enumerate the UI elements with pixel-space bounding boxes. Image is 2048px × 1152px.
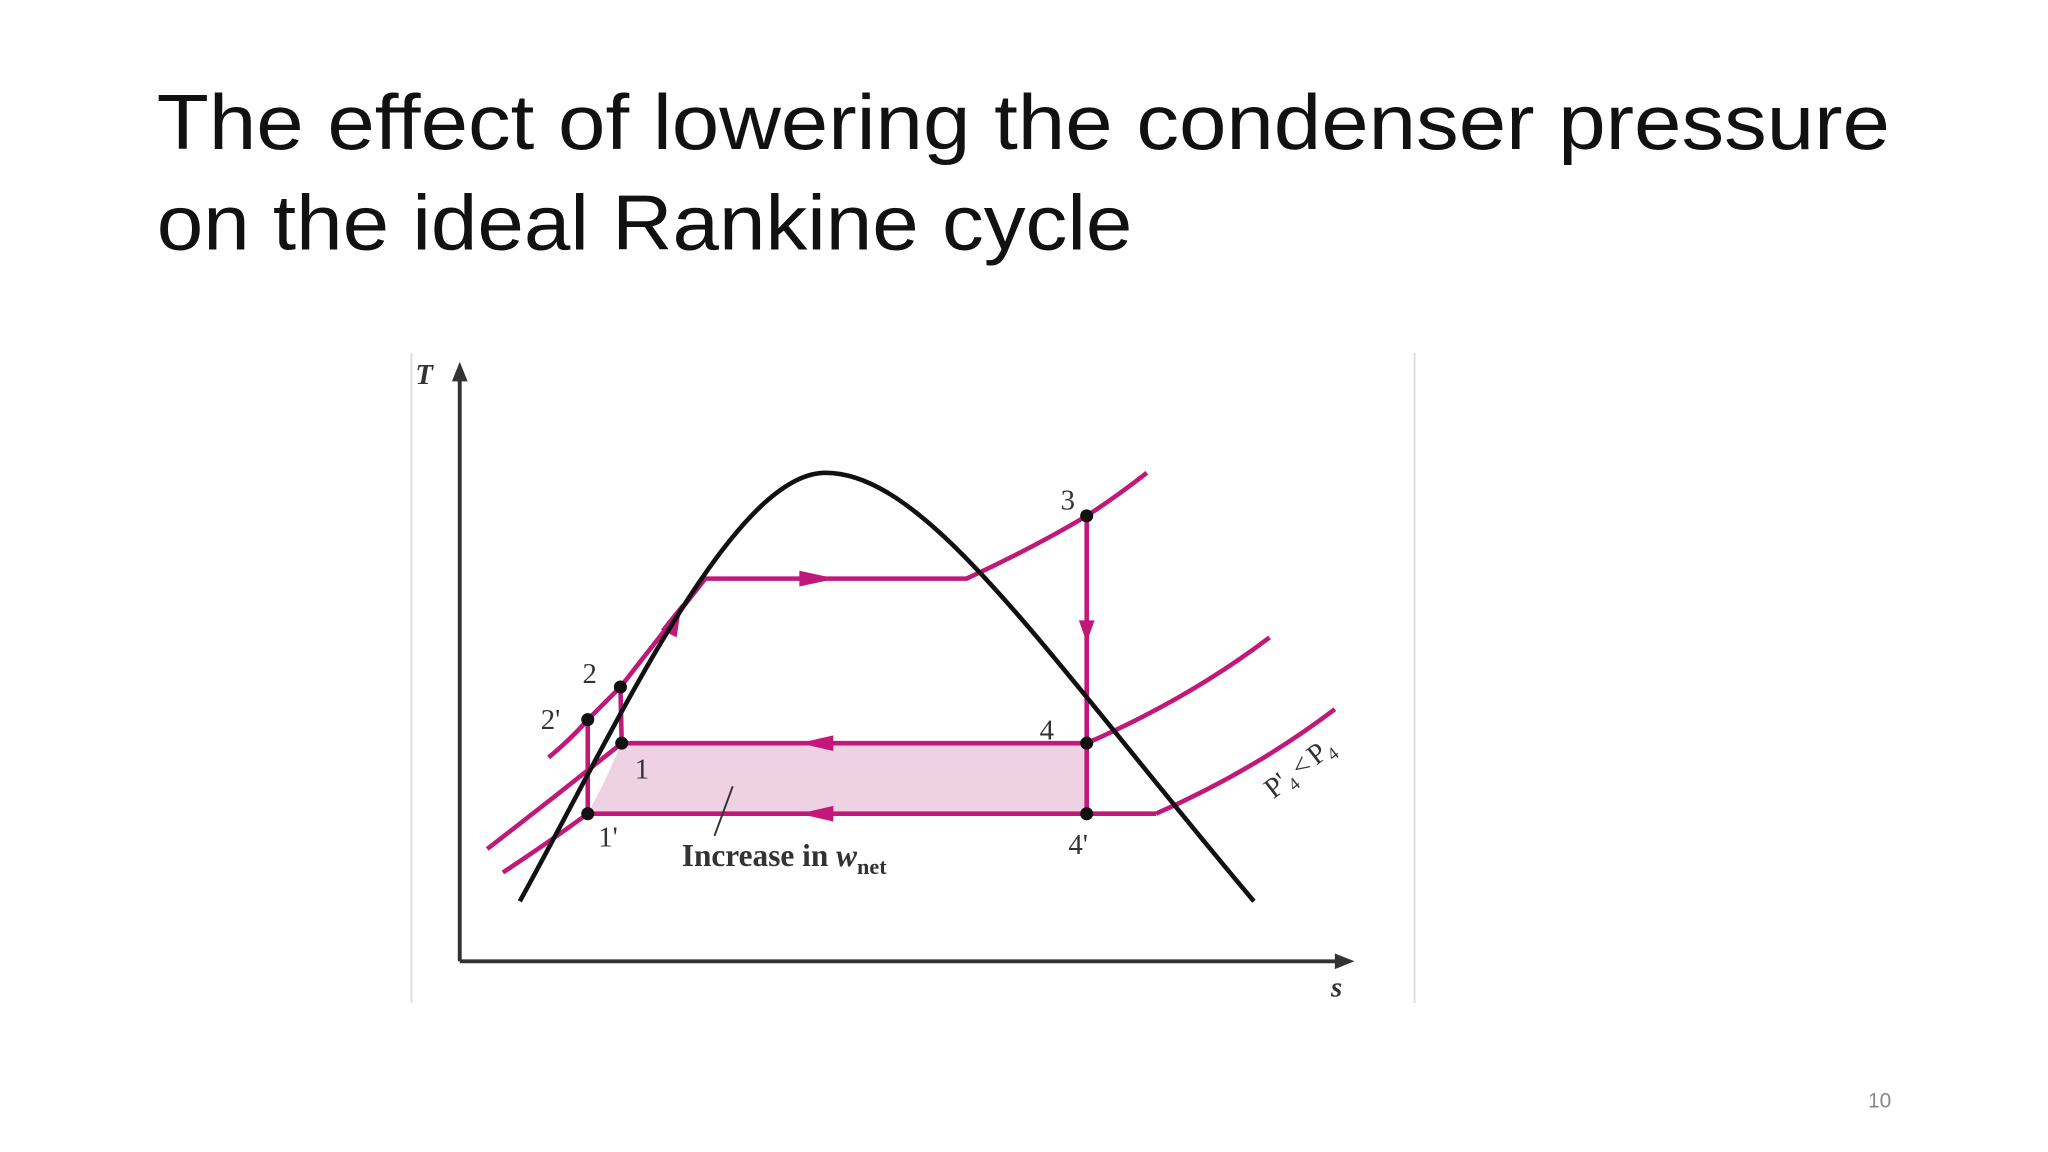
state-point bbox=[1080, 736, 1094, 750]
arrow bbox=[799, 735, 834, 752]
title-line: on the ideal Rankine cycle bbox=[157, 178, 1133, 266]
pressure-line bbox=[1154, 707, 1337, 816]
point-label: 1' bbox=[598, 821, 618, 853]
area-label: Increase in wnet bbox=[682, 838, 887, 879]
state-point bbox=[581, 713, 595, 727]
area-label-symbol: w bbox=[836, 838, 857, 873]
arrow bbox=[660, 603, 682, 638]
state-point bbox=[615, 736, 629, 750]
point-label: 3 bbox=[1061, 484, 1075, 516]
state-point bbox=[613, 680, 627, 694]
axis-label: s bbox=[1330, 972, 1342, 1004]
shaded-area bbox=[587, 743, 1087, 814]
point-label: 2' bbox=[541, 704, 561, 736]
state-point bbox=[1080, 807, 1094, 821]
point-label: 4' bbox=[1068, 829, 1088, 861]
axis-arrow bbox=[1334, 953, 1355, 970]
area-label-subscript: net bbox=[857, 854, 887, 879]
area-label-text: Increase in bbox=[682, 838, 828, 873]
leader-line bbox=[713, 785, 734, 837]
arrow bbox=[1078, 620, 1095, 643]
arrow bbox=[799, 570, 836, 587]
title-line: The effect of lowering the condenser pre… bbox=[157, 78, 1890, 166]
axis-arrow bbox=[451, 361, 468, 382]
saturation-dome bbox=[517, 470, 1256, 903]
point-label: 2 bbox=[583, 658, 597, 690]
pressure-line bbox=[485, 741, 624, 851]
arrow bbox=[799, 805, 834, 822]
state-point bbox=[1080, 509, 1094, 523]
axis-label: T bbox=[415, 359, 434, 391]
page-number: 10 bbox=[1868, 1090, 1891, 1113]
pressure-line bbox=[501, 811, 590, 875]
pressure-line bbox=[1085, 635, 1271, 746]
point-label: 4 bbox=[1040, 714, 1054, 746]
heating-line bbox=[547, 471, 1149, 760]
state-point bbox=[581, 807, 595, 821]
point-label: 1 bbox=[635, 753, 649, 785]
